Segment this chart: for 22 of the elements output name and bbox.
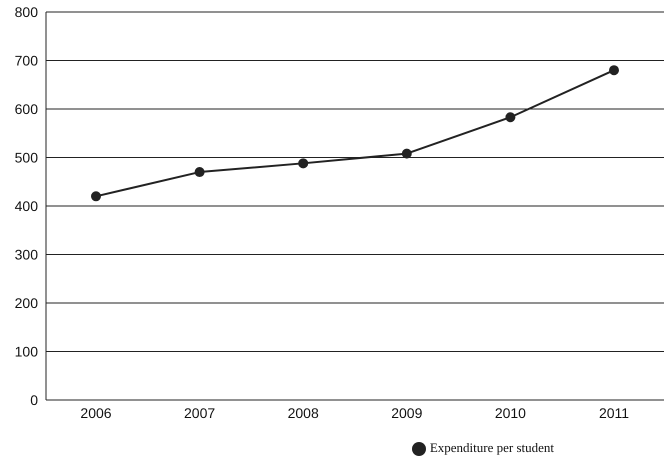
- x-tick-label: 2008: [288, 404, 319, 421]
- point: [91, 191, 101, 202]
- y-tick-label: 0: [30, 392, 38, 408]
- x-tick-label: 2010: [494, 404, 526, 421]
- x-tick-label: 2009: [391, 404, 423, 421]
- point: [505, 112, 516, 122]
- y-tick-label: 400: [14, 198, 38, 214]
- point: [298, 158, 308, 168]
- legend-label: Expenditure per student: [430, 440, 554, 455]
- y-tick-label: 200: [14, 294, 38, 311]
- x-tick-label: 2006: [80, 404, 112, 421]
- x-tick-label: 2011: [598, 404, 630, 421]
- y-tick-label: 500: [14, 149, 38, 166]
- y-tick-label: 800: [14, 4, 38, 20]
- y-tick-label: 600: [14, 100, 38, 117]
- y-tick-label: 100: [14, 343, 38, 360]
- y-tick-label: 700: [14, 52, 38, 68]
- point: [402, 148, 412, 159]
- x-tick-label: 2007: [184, 404, 216, 421]
- y-tick-label: 300: [14, 246, 38, 262]
- point: [609, 65, 619, 76]
- point: [194, 167, 205, 178]
